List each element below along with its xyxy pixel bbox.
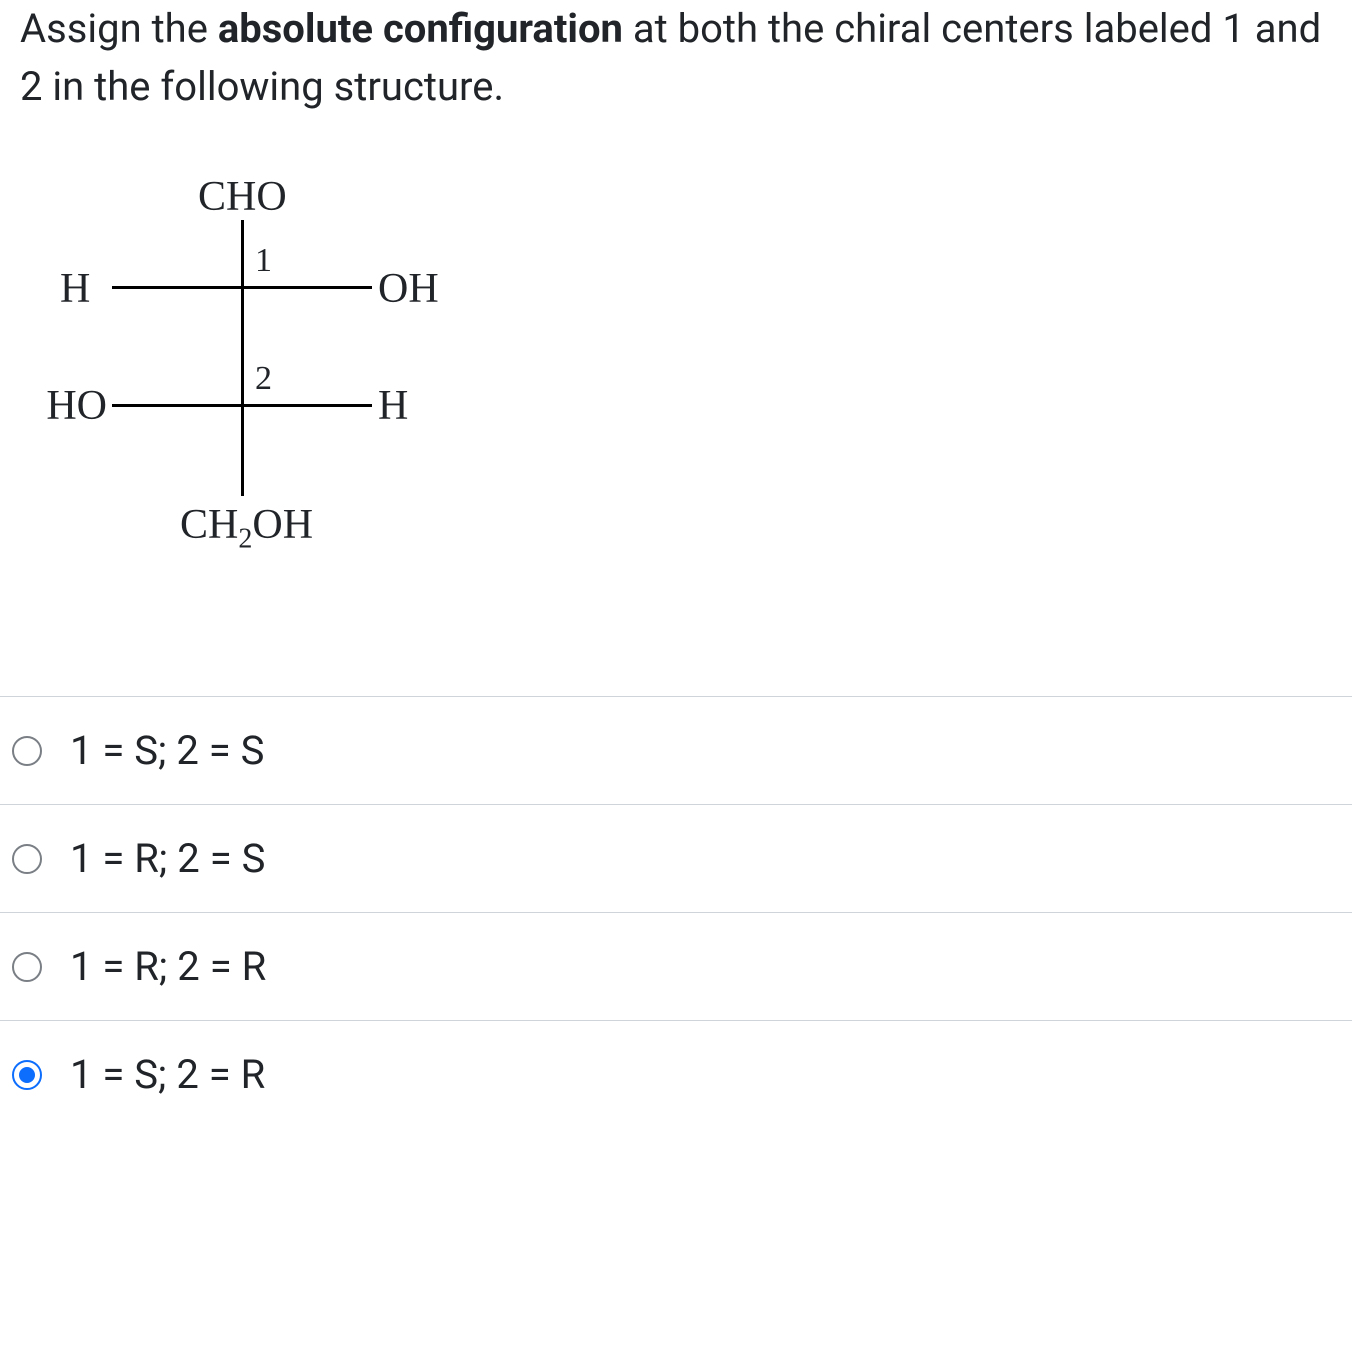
option-b[interactable]: 1 = R; 2 = S: [0, 804, 1352, 912]
radio-c[interactable]: [12, 952, 42, 982]
option-d[interactable]: 1 = S; 2 = R: [0, 1020, 1352, 1128]
label-bottom-pre: CH: [180, 502, 238, 548]
option-b-label: 1 = R; 2 = S: [70, 835, 265, 882]
label-ch2oh: CH2OH: [180, 504, 313, 553]
label-center-2: 2: [255, 362, 272, 396]
radio-b[interactable]: [12, 844, 42, 874]
label-bottom-sub: 2: [238, 523, 252, 554]
label-row2-right: H: [378, 385, 408, 427]
structure-container: CHO H OH 1 HO H 2 CH2OH: [0, 136, 1352, 646]
option-d-label: 1 = S; 2 = R: [70, 1051, 265, 1098]
option-c[interactable]: 1 = R; 2 = R: [0, 912, 1352, 1020]
label-row2-left: HO: [37, 385, 107, 427]
label-center-1: 1: [255, 244, 272, 278]
label-row1-right: OH: [378, 268, 439, 310]
question-text: Assign the absolute configuration at bot…: [0, 0, 1352, 136]
label-cho: CHO: [198, 176, 287, 218]
question-bold: absolute configuration: [218, 5, 623, 52]
fischer-projection: CHO H OH 1 HO H 2 CH2OH: [60, 176, 420, 586]
bond-vert-1: [241, 220, 244, 288]
bond-vert-3: [241, 406, 244, 496]
answer-options: 1 = S; 2 = S 1 = R; 2 = S 1 = R; 2 = R 1…: [0, 696, 1352, 1128]
radio-d[interactable]: [12, 1060, 42, 1090]
radio-a[interactable]: [12, 736, 42, 766]
option-a-label: 1 = S; 2 = S: [70, 727, 264, 774]
option-c-label: 1 = R; 2 = R: [70, 943, 266, 990]
label-row1-left: H: [60, 268, 90, 310]
question-pre: Assign the: [20, 5, 218, 52]
label-bottom-post: OH: [252, 502, 313, 548]
bond-vert-2: [241, 288, 244, 406]
option-a[interactable]: 1 = S; 2 = S: [0, 696, 1352, 804]
